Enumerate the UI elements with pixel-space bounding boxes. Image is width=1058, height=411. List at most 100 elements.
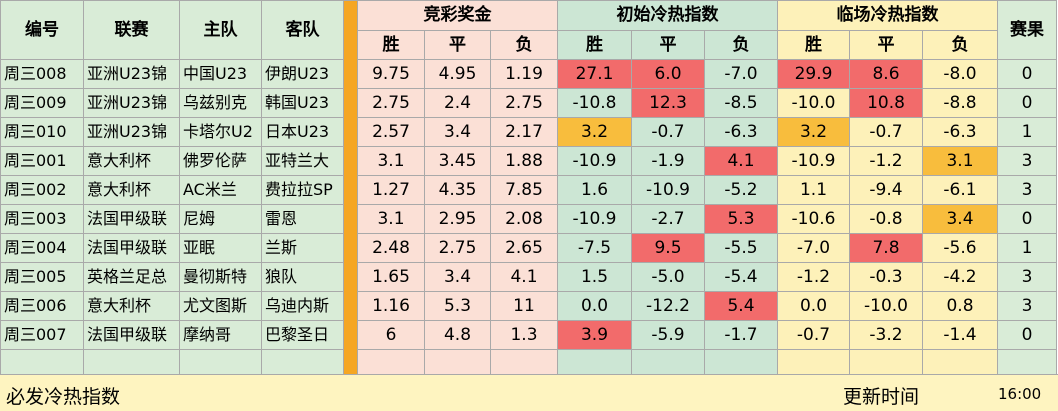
cell-away[interactable]: 狼队 bbox=[261, 262, 344, 292]
cell-home[interactable]: 曼彻斯特 bbox=[179, 262, 262, 292]
header-away[interactable]: 客队 bbox=[261, 0, 344, 60]
empty-cell[interactable] bbox=[0, 349, 84, 377]
cell-initial-index[interactable]: -0.7 bbox=[631, 117, 705, 147]
cell-odds[interactable]: 1.16 bbox=[357, 291, 425, 321]
cell-result[interactable]: 1 bbox=[997, 117, 1057, 147]
subheader-fin-win[interactable]: 胜 bbox=[777, 30, 850, 60]
cell-final-index[interactable]: -0.8 bbox=[849, 204, 923, 234]
cell-final-index[interactable]: -7.0 bbox=[777, 233, 850, 263]
cell-odds[interactable]: 7.85 bbox=[490, 175, 558, 205]
cell-final-index[interactable]: 0.8 bbox=[922, 291, 998, 321]
cell-odds[interactable]: 9.75 bbox=[357, 59, 425, 89]
cell-final-index[interactable]: -1.2 bbox=[849, 146, 923, 176]
cell-result[interactable]: 0 bbox=[997, 204, 1057, 234]
empty-cell[interactable] bbox=[179, 349, 262, 377]
header-result[interactable]: 赛果 bbox=[997, 0, 1057, 60]
cell-league[interactable]: 英格兰足总 bbox=[83, 262, 180, 292]
cell-odds[interactable]: 1.88 bbox=[490, 146, 558, 176]
cell-initial-index[interactable]: 1.5 bbox=[557, 262, 632, 292]
empty-cell[interactable] bbox=[997, 349, 1057, 377]
cell-result[interactable]: 3 bbox=[997, 146, 1057, 176]
cell-league[interactable]: 意大利杯 bbox=[83, 291, 180, 321]
cell-odds[interactable]: 3.45 bbox=[424, 146, 491, 176]
header-id[interactable]: 编号 bbox=[0, 0, 84, 60]
cell-id[interactable]: 周三010 bbox=[0, 117, 84, 147]
cell-initial-index[interactable]: 1.6 bbox=[557, 175, 632, 205]
cell-initial-index[interactable]: -1.7 bbox=[704, 320, 778, 350]
cell-league[interactable]: 法国甲级联 bbox=[83, 320, 180, 350]
cell-final-index[interactable]: 1.1 bbox=[777, 175, 850, 205]
cell-initial-index[interactable]: -12.2 bbox=[631, 291, 705, 321]
cell-odds[interactable]: 4.95 bbox=[424, 59, 491, 89]
cell-result[interactable]: 0 bbox=[997, 88, 1057, 118]
cell-final-index[interactable]: -3.2 bbox=[849, 320, 923, 350]
cell-initial-index[interactable]: 3.2 bbox=[557, 117, 632, 147]
cell-final-index[interactable]: -8.8 bbox=[922, 88, 998, 118]
cell-initial-index[interactable]: 3.9 bbox=[557, 320, 632, 350]
header-home[interactable]: 主队 bbox=[179, 0, 262, 60]
cell-odds[interactable]: 1.27 bbox=[357, 175, 425, 205]
cell-initial-index[interactable]: 27.1 bbox=[557, 59, 632, 89]
subheader-init-lose[interactable]: 负 bbox=[704, 30, 778, 60]
empty-cell[interactable] bbox=[849, 349, 923, 377]
cell-final-index[interactable]: 7.8 bbox=[849, 233, 923, 263]
cell-final-index[interactable]: -0.7 bbox=[777, 320, 850, 350]
cell-odds[interactable]: 4.8 bbox=[424, 320, 491, 350]
cell-odds[interactable]: 4.1 bbox=[490, 262, 558, 292]
cell-id[interactable]: 周三004 bbox=[0, 233, 84, 263]
cell-league[interactable]: 法国甲级联 bbox=[83, 204, 180, 234]
cell-odds[interactable]: 2.75 bbox=[490, 88, 558, 118]
cell-odds[interactable]: 2.65 bbox=[490, 233, 558, 263]
cell-final-index[interactable]: -8.0 bbox=[922, 59, 998, 89]
cell-final-index[interactable]: -0.3 bbox=[849, 262, 923, 292]
empty-cell[interactable] bbox=[631, 349, 705, 377]
cell-league[interactable]: 亚洲U23锦 bbox=[83, 88, 180, 118]
cell-final-index[interactable]: 0.0 bbox=[777, 291, 850, 321]
empty-cell[interactable] bbox=[704, 349, 778, 377]
cell-id[interactable]: 周三002 bbox=[0, 175, 84, 205]
cell-home[interactable]: 卡塔尔U2 bbox=[179, 117, 262, 147]
cell-initial-index[interactable]: -5.4 bbox=[704, 262, 778, 292]
cell-initial-index[interactable]: -10.9 bbox=[631, 175, 705, 205]
cell-odds[interactable]: 3.4 bbox=[424, 262, 491, 292]
empty-cell[interactable] bbox=[424, 349, 491, 377]
subheader-init-win[interactable]: 胜 bbox=[557, 30, 632, 60]
cell-odds[interactable]: 3.4 bbox=[424, 117, 491, 147]
cell-away[interactable]: 伊朗U23 bbox=[261, 59, 344, 89]
cell-initial-index[interactable]: -7.5 bbox=[557, 233, 632, 263]
cell-initial-index[interactable]: -1.9 bbox=[631, 146, 705, 176]
cell-odds[interactable]: 1.3 bbox=[490, 320, 558, 350]
subheader-fin-draw[interactable]: 平 bbox=[849, 30, 923, 60]
subheader-odds-draw[interactable]: 平 bbox=[424, 30, 491, 60]
empty-cell[interactable] bbox=[261, 349, 344, 377]
cell-result[interactable]: 1 bbox=[997, 233, 1057, 263]
cell-initial-index[interactable]: -2.7 bbox=[631, 204, 705, 234]
cell-final-index[interactable]: 3.1 bbox=[922, 146, 998, 176]
cell-id[interactable]: 周三006 bbox=[0, 291, 84, 321]
cell-initial-index[interactable]: 5.3 bbox=[704, 204, 778, 234]
empty-cell[interactable] bbox=[922, 349, 998, 377]
cell-odds[interactable]: 1.19 bbox=[490, 59, 558, 89]
empty-cell[interactable] bbox=[490, 349, 558, 377]
update-time-label[interactable]: 更新时间 bbox=[843, 386, 920, 408]
cell-initial-index[interactable]: -5.2 bbox=[704, 175, 778, 205]
cell-home[interactable]: 尼姆 bbox=[179, 204, 262, 234]
header-initial-index[interactable]: 初始冷热指数 bbox=[557, 0, 778, 31]
cell-odds[interactable]: 4.35 bbox=[424, 175, 491, 205]
cell-initial-index[interactable]: 6.0 bbox=[631, 59, 705, 89]
cell-league[interactable]: 意大利杯 bbox=[83, 146, 180, 176]
header-jingcai[interactable]: 竞彩奖金 bbox=[357, 0, 558, 31]
empty-cell[interactable] bbox=[83, 349, 180, 377]
cell-final-index[interactable]: 8.6 bbox=[849, 59, 923, 89]
cell-odds[interactable]: 6 bbox=[357, 320, 425, 350]
cell-odds[interactable]: 2.08 bbox=[490, 204, 558, 234]
cell-id[interactable]: 周三007 bbox=[0, 320, 84, 350]
cell-initial-index[interactable]: -6.3 bbox=[704, 117, 778, 147]
cell-initial-index[interactable]: -5.0 bbox=[631, 262, 705, 292]
cell-initial-index[interactable]: 5.4 bbox=[704, 291, 778, 321]
cell-initial-index[interactable]: -10.9 bbox=[557, 146, 632, 176]
cell-final-index[interactable]: -10.0 bbox=[849, 291, 923, 321]
cell-final-index[interactable]: 3.2 bbox=[777, 117, 850, 147]
cell-final-index[interactable]: -10.9 bbox=[777, 146, 850, 176]
cell-id[interactable]: 周三003 bbox=[0, 204, 84, 234]
